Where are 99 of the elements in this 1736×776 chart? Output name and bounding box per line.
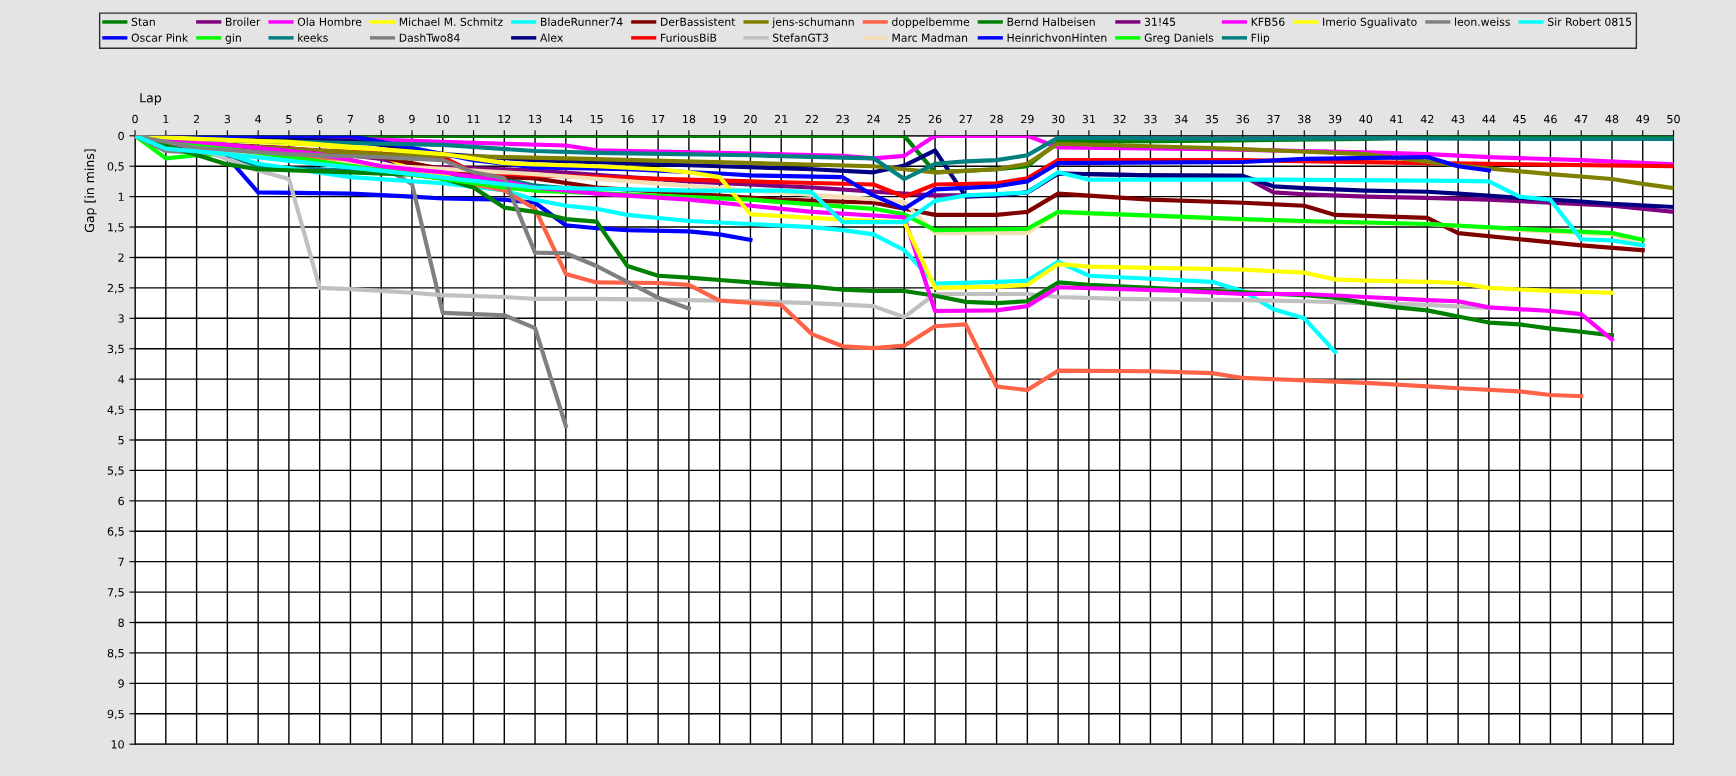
legend-label: KFB56 bbox=[1251, 17, 1285, 26]
x-tick-label: 24 bbox=[867, 114, 880, 124]
x-tick-label: 13 bbox=[529, 114, 542, 124]
x-tick-label: 37 bbox=[1267, 114, 1280, 124]
x-tick-label: 31 bbox=[1082, 114, 1095, 124]
legend-label: Alex bbox=[540, 33, 563, 42]
x-tick-label: 8 bbox=[378, 114, 384, 124]
x-tick-label: 38 bbox=[1298, 114, 1311, 124]
legend-label: FuriousBiB bbox=[661, 33, 717, 42]
y-axis-title: Gap [in mins] bbox=[84, 149, 97, 233]
x-tick-label: 30 bbox=[1051, 114, 1065, 124]
x-tick-label: 43 bbox=[1451, 114, 1465, 124]
y-tick-label: 5,5 bbox=[107, 466, 124, 476]
x-tick-label: 6 bbox=[316, 114, 323, 124]
legend-label: Bernd Halbeisen bbox=[1007, 17, 1095, 26]
x-tick-label: 45 bbox=[1513, 114, 1526, 124]
legend-label: keeks bbox=[298, 33, 328, 42]
y-tick-label: 1 bbox=[118, 192, 124, 201]
y-tick-label: 5 bbox=[118, 436, 124, 445]
legend-label: doppelbemme bbox=[892, 17, 970, 28]
x-tick-label: 35 bbox=[1205, 114, 1219, 124]
y-tick-label: 7 bbox=[118, 557, 124, 566]
x-tick-label: 12 bbox=[498, 114, 511, 124]
x-tick-label: 11 bbox=[467, 114, 480, 124]
legend-label: 31!45 bbox=[1144, 17, 1176, 26]
x-tick-label: 49 bbox=[1636, 114, 1650, 124]
legend-label: Michael M. Schmitz bbox=[399, 17, 503, 26]
legend-label: DerBassistent bbox=[661, 17, 736, 26]
y-tick-label: 2 bbox=[118, 253, 124, 262]
y-tick-label: 4,5 bbox=[107, 405, 124, 416]
x-tick-label: 33 bbox=[1144, 114, 1157, 124]
x-tick-label: 22 bbox=[805, 114, 818, 124]
x-tick-label: 5 bbox=[286, 114, 292, 124]
legend-label: Broiler bbox=[226, 17, 261, 26]
x-tick-label: 10 bbox=[436, 114, 450, 124]
x-tick-label: 27 bbox=[959, 114, 972, 124]
legend-label: Marc Madman bbox=[892, 33, 968, 42]
legend-label: BladeRunner74 bbox=[541, 17, 623, 26]
x-tick-label: 17 bbox=[652, 114, 665, 124]
x-tick-label: 4 bbox=[255, 114, 262, 124]
x-tick-label: 36 bbox=[1236, 114, 1250, 124]
x-tick-label: 46 bbox=[1543, 114, 1557, 124]
legend-label: leon.weiss bbox=[1455, 17, 1510, 26]
x-tick-label: 26 bbox=[928, 114, 942, 124]
x-tick-label: 28 bbox=[990, 114, 1003, 124]
x-tick-label: 3 bbox=[224, 114, 231, 124]
x-tick-label: 50 bbox=[1667, 114, 1680, 124]
x-tick-label: 48 bbox=[1605, 114, 1619, 124]
y-tick-label: 6,5 bbox=[107, 527, 124, 537]
y-tick-label: 0,5 bbox=[107, 162, 124, 172]
y-tick-label: 8,5 bbox=[107, 648, 124, 659]
legend-label: Imerio Sgualivato bbox=[1323, 17, 1417, 28]
y-tick-label: 8 bbox=[118, 618, 124, 627]
x-tick-label: 18 bbox=[683, 114, 696, 124]
legend-label: Greg Daniels bbox=[1144, 33, 1214, 44]
x-tick-label: 14 bbox=[559, 114, 573, 124]
y-tick-label: 3,5 bbox=[107, 344, 124, 355]
y-tick-label: 10 bbox=[111, 740, 124, 749]
x-tick-label: 34 bbox=[1174, 114, 1188, 124]
x-tick-label: 32 bbox=[1113, 114, 1126, 124]
x-tick-label: 40 bbox=[1359, 114, 1373, 124]
x-tick-label: 20 bbox=[744, 114, 757, 124]
x-tick-label: 42 bbox=[1420, 114, 1434, 124]
y-tick-label: 9 bbox=[118, 679, 124, 688]
x-tick-label: 21 bbox=[774, 114, 788, 124]
legend-label: jens-schumann bbox=[772, 17, 854, 28]
x-tick-label: 7 bbox=[347, 114, 354, 124]
y-tick-label: 4 bbox=[118, 375, 125, 384]
x-tick-label: 41 bbox=[1390, 114, 1403, 124]
y-tick-label: 2,5 bbox=[107, 283, 124, 294]
x-tick-label: 2 bbox=[193, 114, 200, 124]
x-tick-label: 9 bbox=[409, 114, 415, 124]
x-tick-label: 25 bbox=[898, 114, 911, 124]
x-tick-label: 15 bbox=[590, 114, 603, 124]
legend-label: Oscar Pink bbox=[131, 33, 189, 42]
legend-label: HeinrichvonHinten bbox=[1007, 33, 1107, 42]
y-tick-label: 7,5 bbox=[107, 588, 124, 598]
legend-label: gin bbox=[225, 33, 241, 44]
legend-label: Flip bbox=[1251, 33, 1270, 44]
legend-label: Sir Robert 0815 bbox=[1548, 17, 1632, 26]
x-tick-label: 19 bbox=[713, 114, 726, 124]
legend-label: DashTwo84 bbox=[399, 33, 460, 42]
x-axis-title: Lap bbox=[140, 93, 162, 105]
x-tick-label: 16 bbox=[621, 114, 634, 124]
y-tick-label: 0 bbox=[118, 131, 124, 141]
legend-label: StefanGT3 bbox=[773, 33, 829, 42]
x-tick-label: 0 bbox=[132, 114, 138, 124]
y-tick-label: 6 bbox=[118, 496, 124, 506]
x-tick-label: 47 bbox=[1574, 114, 1588, 124]
y-tick-label: 9,5 bbox=[107, 709, 124, 720]
x-tick-label: 1 bbox=[163, 114, 169, 124]
y-tick-label: 3 bbox=[118, 314, 124, 323]
legend-label: Ola Hombre bbox=[297, 17, 362, 26]
y-tick-label: 1,5 bbox=[108, 223, 124, 233]
x-tick-label: 29 bbox=[1021, 114, 1034, 124]
x-tick-label: 23 bbox=[836, 114, 849, 124]
x-tick-label: 39 bbox=[1328, 114, 1342, 124]
x-tick-label: 44 bbox=[1482, 114, 1496, 124]
legend-label: Stan bbox=[131, 17, 155, 26]
